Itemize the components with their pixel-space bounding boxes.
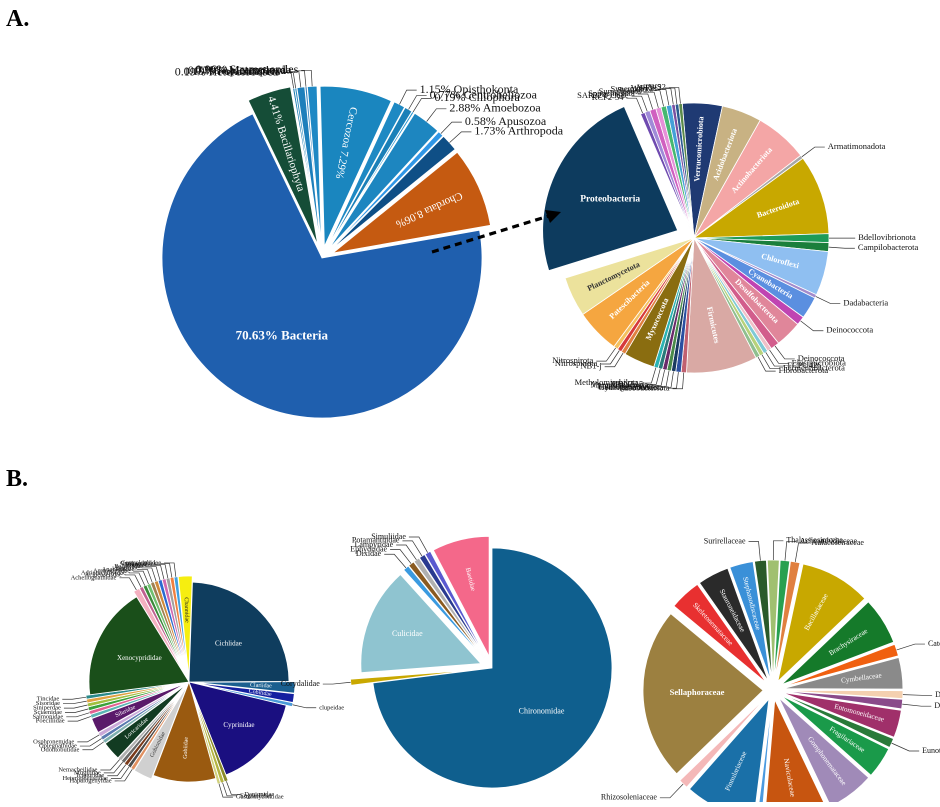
b1-label-centrolophidae: Centrolophidae — [121, 559, 161, 566]
a2-label-campilobacterota: Campilobacterota — [858, 242, 919, 252]
b1-leader-botiidae — [151, 565, 164, 579]
a1-leader-arthropoda — [450, 132, 472, 143]
b1-label-clupeidae: clupeidae — [319, 704, 344, 711]
b3-label-diadesmidaceae: Diadesmidaceae — [935, 690, 940, 699]
b3-label-rhizosoleniaceae: Rhizosoleniaceae — [601, 793, 657, 802]
b1-label-channidae: Channidae — [183, 597, 190, 623]
b1-label-cichlidae: Cichlidae — [215, 639, 242, 647]
b1-leader-carangidae — [155, 564, 168, 578]
a2-label-bdellovibrionota: Bdellovibrionota — [858, 232, 916, 242]
panel-b-label: B. — [6, 466, 28, 492]
b1-leader-salmonidae — [66, 713, 89, 717]
b1-label-tincidae: Tincidae — [37, 696, 60, 703]
b1-leader-balitoridae — [146, 567, 160, 580]
b1-leader-tincidae — [62, 697, 86, 699]
b3-label-thalassiosiraceae: Thalassiosiraceae — [786, 536, 843, 545]
b3-label-surirellaceae: Surirellaceae — [704, 536, 746, 545]
a1-label-amoebozoa: 2.88% Amoebozoa — [449, 101, 541, 115]
b1-label-gobiidae: Gobiidae — [183, 737, 190, 759]
a1-leader-amoebozoa — [427, 109, 447, 122]
b2-label-corydalidae: Corydalidae — [281, 679, 321, 688]
b3-leader-catenulaceae — [897, 644, 925, 650]
a2-label-dadabacteria: Dadabacteria — [843, 297, 888, 307]
a2-leader-deinococcota — [801, 321, 824, 331]
b1-leader-sisoridae — [63, 701, 87, 704]
b1-leader-mugilidae — [104, 762, 123, 773]
b1-leader-nemacheilidae — [100, 760, 119, 770]
a2-leader-ws2 — [669, 88, 681, 104]
a1-leader-apusozoa — [441, 122, 462, 134]
b3-leader-eunotiaceae — [892, 743, 920, 751]
b1-leader-gastromyzontidae — [219, 784, 233, 797]
a2-leader-campilobacterota — [829, 247, 855, 248]
b1-leader-engraulidae — [223, 783, 237, 796]
pie-chart-insect-families: ChironomidaeCorydalidaeCulicidaeDixidaeE… — [281, 532, 612, 788]
pie-chart-diatom-families: AchnanthidiaceaeAulacoseiraceaeBacillari… — [601, 536, 940, 802]
b1-slice-cichlidae — [189, 582, 289, 682]
panel-a-label: A. — [6, 6, 29, 32]
b1-leader-siniperdae — [64, 705, 88, 708]
a2-label-fibrobacterota: Fibrobacterota — [779, 365, 829, 375]
a1-leader-opisthokonta — [399, 90, 416, 104]
a1-label-stramenopiles: 0.96% Stramenopiles — [196, 62, 299, 76]
b1-label-gastromyzontidae: Gastromyzontidae — [236, 794, 284, 801]
a2-leader-rcp2-54 — [626, 98, 642, 113]
b1-leader-bagridae — [142, 568, 156, 581]
b1-leader-acipenseridae — [125, 575, 141, 587]
b1-leader-sciaenidae — [65, 709, 89, 713]
b3-label-sellaphoraceae: Sellaphoraceae — [670, 687, 725, 697]
a2-label-deinococcota: Deinococcota — [826, 325, 873, 335]
b1-label-nemacheilidae: Nemacheilidae — [58, 766, 97, 773]
b3-label-diploneidaceae: Diploneidaceae — [934, 701, 940, 710]
b1-label-cyprinidae: Cyprinidae — [223, 721, 254, 729]
a1-leader-centroheliozoa — [409, 96, 427, 110]
a1-leader-stramenopiles — [301, 70, 312, 86]
a2-label-ws2: WS2 — [649, 82, 666, 92]
b3-label-catenulaceae: Catenulaceae — [928, 639, 940, 648]
b2-leader-dixidae — [384, 554, 406, 568]
a2-leader-nitrospirota — [596, 348, 615, 361]
b2-label-culicidae: Culicidae — [392, 629, 423, 638]
b3-leader-diadesmidaceae — [903, 695, 932, 696]
b3-leader-thalassiosiraceae — [773, 541, 783, 560]
a2-label-nitrospirota: Nitrospirota — [552, 355, 593, 365]
a2-leader-armatimonadota — [802, 147, 825, 157]
b3-leader-rhizosoleniaceae — [660, 784, 683, 798]
b1-leader-centrarchidae — [160, 564, 172, 578]
b2-label-chironomidae: Chironomidae — [519, 706, 565, 715]
b2-leader-corydalidae — [323, 682, 351, 684]
a2-label-proteobacteria: Proteobacteria — [580, 195, 640, 205]
b1-leader-acheilognathidae — [119, 578, 136, 590]
b1-leader-clupeidae — [293, 705, 317, 708]
b3-leader-aulacoseiraceae — [795, 543, 808, 562]
b1-label-osphronemidae: Osphronemidae — [33, 738, 74, 745]
a1-label-bacteria: 70.63% Bacteria — [236, 327, 329, 342]
a1-label-arthropoda: 1.73% Arthropoda — [474, 124, 563, 138]
b1-label-xenocyprididae: Xenocyprididae — [117, 654, 162, 662]
b3-label-eunotiaceae: Eunotiaceae — [922, 746, 940, 755]
b1-leader-osphronemidae — [77, 735, 99, 742]
a2-label-armatimonadota: Armatimonadota — [828, 141, 886, 151]
b3-leader-diploneidaceae — [902, 704, 931, 706]
a2-leader-dadabacteria — [816, 296, 841, 303]
b2-label-simuliidae: Simuliidae — [371, 532, 406, 541]
b3-leader-surirellaceae — [749, 542, 761, 561]
a2-label-methylomirabilota: Methylomirabilota — [575, 377, 639, 387]
a2-leader-nitrospinota — [600, 350, 619, 363]
